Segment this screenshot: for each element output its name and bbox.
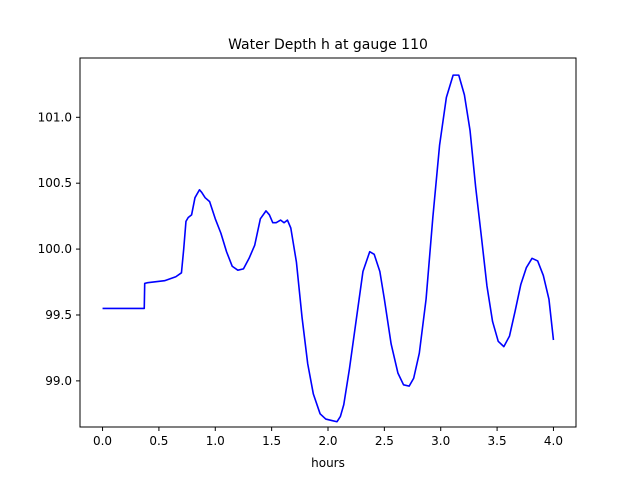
x-tick-label: 2.0: [318, 434, 337, 448]
chart-title: Water Depth h at gauge 110: [228, 37, 428, 53]
plot-area: [102, 74, 555, 423]
x-axis-label: hours: [311, 456, 345, 470]
plot-frame: [79, 57, 577, 428]
y-tick-label: 99.5: [45, 308, 72, 322]
series-line-0: [102, 74, 555, 423]
x-tick-label: 1.5: [262, 434, 281, 448]
y-tick-label: 100.0: [38, 242, 72, 256]
x-tick-label: 0.0: [93, 434, 112, 448]
x-tick-label: 0.5: [149, 434, 168, 448]
y-tick-label: 100.5: [38, 176, 72, 190]
x-tick-label: 3.0: [431, 434, 450, 448]
x-tick-label: 3.5: [488, 434, 507, 448]
y-tick-label: 101.0: [38, 110, 72, 124]
x-tick-label: 1.0: [206, 434, 225, 448]
y-axis: 99.0 99.5 100.0 100.5 101.0: [38, 110, 80, 388]
x-tick-label: 2.5: [375, 434, 394, 448]
y-tick-label: 99.0: [45, 374, 72, 388]
x-tick-label: 4.0: [544, 434, 563, 448]
x-axis: 0.0 0.5 1.0 1.5 2.0 2.5 3.0 3.5 4.0: [93, 427, 563, 448]
